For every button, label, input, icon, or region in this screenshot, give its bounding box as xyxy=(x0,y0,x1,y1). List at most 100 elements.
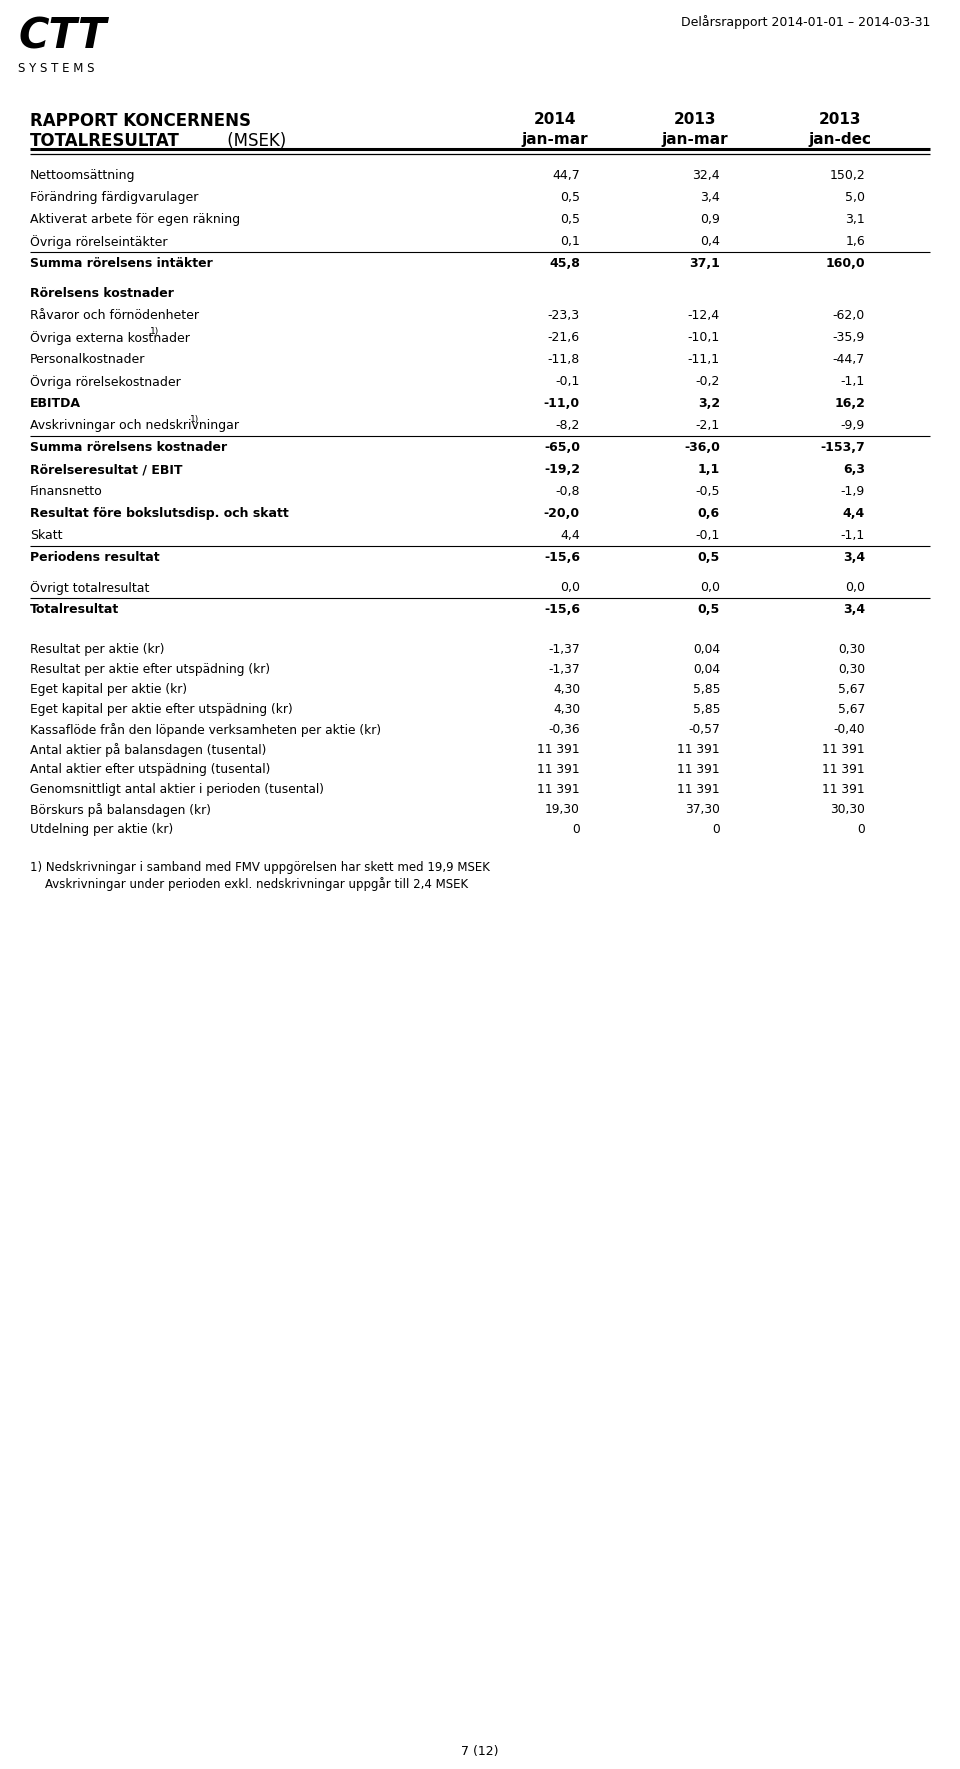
Text: -0,36: -0,36 xyxy=(548,724,580,736)
Text: -65,0: -65,0 xyxy=(544,440,580,455)
Text: 3,4: 3,4 xyxy=(843,603,865,616)
Text: -36,0: -36,0 xyxy=(684,440,720,455)
Text: Summa rörelsens kostnader: Summa rörelsens kostnader xyxy=(30,440,228,455)
Text: RAPPORT KONCERNENS: RAPPORT KONCERNENS xyxy=(30,111,251,129)
Text: 2013: 2013 xyxy=(674,111,716,127)
Text: 11 391: 11 391 xyxy=(678,743,720,755)
Text: 11 391: 11 391 xyxy=(823,762,865,777)
Text: Förändring färdigvarulager: Förändring färdigvarulager xyxy=(30,191,199,203)
Text: 0: 0 xyxy=(857,823,865,837)
Text: -23,3: -23,3 xyxy=(548,310,580,322)
Text: 11 391: 11 391 xyxy=(538,743,580,755)
Text: Skatt: Skatt xyxy=(30,529,62,541)
Text: 160,0: 160,0 xyxy=(826,257,865,271)
Text: 0,30: 0,30 xyxy=(838,663,865,676)
Text: S Y S T E M S: S Y S T E M S xyxy=(18,62,94,74)
Text: Antal aktier efter utspädning (tusental): Antal aktier efter utspädning (tusental) xyxy=(30,762,271,777)
Text: Resultat per aktie efter utspädning (kr): Resultat per aktie efter utspädning (kr) xyxy=(30,663,270,676)
Text: Eget kapital per aktie (kr): Eget kapital per aktie (kr) xyxy=(30,683,187,695)
Text: 19,30: 19,30 xyxy=(545,803,580,816)
Text: -20,0: -20,0 xyxy=(544,508,580,520)
Text: 11 391: 11 391 xyxy=(823,743,865,755)
Text: 1,1: 1,1 xyxy=(698,463,720,476)
Text: jan-mar: jan-mar xyxy=(661,133,729,147)
Text: 1): 1) xyxy=(150,327,159,336)
Text: 0,9: 0,9 xyxy=(700,212,720,226)
Text: 0,5: 0,5 xyxy=(560,212,580,226)
Text: -1,37: -1,37 xyxy=(548,663,580,676)
Text: 0,0: 0,0 xyxy=(845,580,865,594)
Text: jan-mar: jan-mar xyxy=(521,133,588,147)
Text: 1) Nedskrivningar i samband med FMV uppgörelsen har skett med 19,9 MSEK: 1) Nedskrivningar i samband med FMV uppg… xyxy=(30,862,490,874)
Text: Genomsnittligt antal aktier i perioden (tusental): Genomsnittligt antal aktier i perioden (… xyxy=(30,784,324,796)
Text: 0,1: 0,1 xyxy=(560,235,580,248)
Text: 4,30: 4,30 xyxy=(553,683,580,695)
Text: -0,5: -0,5 xyxy=(695,485,720,499)
Text: -1,1: -1,1 xyxy=(841,375,865,387)
Text: Övriga rörelseintäkter: Övriga rörelseintäkter xyxy=(30,235,167,249)
Text: -1,1: -1,1 xyxy=(841,529,865,541)
Text: Summa rörelsens intäkter: Summa rörelsens intäkter xyxy=(30,257,213,271)
Text: Delårsrapport 2014-01-01 – 2014-03-31: Delårsrapport 2014-01-01 – 2014-03-31 xyxy=(681,14,930,28)
Text: -11,0: -11,0 xyxy=(544,396,580,410)
Text: 150,2: 150,2 xyxy=(829,170,865,182)
Text: -21,6: -21,6 xyxy=(548,331,580,343)
Text: Resultat per aktie (kr): Resultat per aktie (kr) xyxy=(30,642,164,656)
Text: Periodens resultat: Periodens resultat xyxy=(30,550,159,564)
Text: Nettoomsättning: Nettoomsättning xyxy=(30,170,135,182)
Text: Övriga externa kostnader: Övriga externa kostnader xyxy=(30,331,190,345)
Text: Övrigt totalresultat: Övrigt totalresultat xyxy=(30,580,150,594)
Text: -19,2: -19,2 xyxy=(544,463,580,476)
Text: Börskurs på balansdagen (kr): Börskurs på balansdagen (kr) xyxy=(30,803,211,817)
Text: 30,30: 30,30 xyxy=(830,803,865,816)
Text: 11 391: 11 391 xyxy=(538,784,580,796)
Text: Avskrivningar och nedskrivningar: Avskrivningar och nedskrivningar xyxy=(30,419,239,432)
Text: 32,4: 32,4 xyxy=(692,170,720,182)
Text: 0,04: 0,04 xyxy=(693,642,720,656)
Text: -11,8: -11,8 xyxy=(548,354,580,366)
Text: 5,85: 5,85 xyxy=(692,683,720,695)
Text: -1,37: -1,37 xyxy=(548,642,580,656)
Text: Rörelsens kostnader: Rörelsens kostnader xyxy=(30,287,174,301)
Text: 5,67: 5,67 xyxy=(838,702,865,716)
Text: -35,9: -35,9 xyxy=(832,331,865,343)
Text: Finansnetto: Finansnetto xyxy=(30,485,103,499)
Text: 3,4: 3,4 xyxy=(843,550,865,564)
Text: 5,85: 5,85 xyxy=(692,702,720,716)
Text: -62,0: -62,0 xyxy=(832,310,865,322)
Text: 11 391: 11 391 xyxy=(538,762,580,777)
Text: 0,4: 0,4 xyxy=(700,235,720,248)
Text: 37,30: 37,30 xyxy=(685,803,720,816)
Text: -8,2: -8,2 xyxy=(556,419,580,432)
Text: 0,5: 0,5 xyxy=(698,603,720,616)
Text: 0,30: 0,30 xyxy=(838,642,865,656)
Text: -11,1: -11,1 xyxy=(688,354,720,366)
Text: 1): 1) xyxy=(190,416,200,425)
Text: -153,7: -153,7 xyxy=(820,440,865,455)
Text: 0,6: 0,6 xyxy=(698,508,720,520)
Text: 11 391: 11 391 xyxy=(678,762,720,777)
Text: -2,1: -2,1 xyxy=(696,419,720,432)
Text: 4,30: 4,30 xyxy=(553,702,580,716)
Text: 0,5: 0,5 xyxy=(698,550,720,564)
Text: 4,4: 4,4 xyxy=(843,508,865,520)
Text: 2013: 2013 xyxy=(819,111,861,127)
Text: 5,0: 5,0 xyxy=(845,191,865,203)
Text: jan-dec: jan-dec xyxy=(808,133,872,147)
Text: Antal aktier på balansdagen (tusental): Antal aktier på balansdagen (tusental) xyxy=(30,743,266,757)
Text: Övriga rörelsekostnader: Övriga rörelsekostnader xyxy=(30,375,180,389)
Text: 5,67: 5,67 xyxy=(838,683,865,695)
Text: Eget kapital per aktie efter utspädning (kr): Eget kapital per aktie efter utspädning … xyxy=(30,702,293,716)
Text: -1,9: -1,9 xyxy=(841,485,865,499)
Text: Resultat före bokslutsdisp. och skatt: Resultat före bokslutsdisp. och skatt xyxy=(30,508,289,520)
Text: 2014: 2014 xyxy=(534,111,576,127)
Text: CTT: CTT xyxy=(18,14,107,57)
Text: 0,0: 0,0 xyxy=(700,580,720,594)
Text: 0,5: 0,5 xyxy=(560,191,580,203)
Text: -0,1: -0,1 xyxy=(696,529,720,541)
Text: 6,3: 6,3 xyxy=(843,463,865,476)
Text: -10,1: -10,1 xyxy=(687,331,720,343)
Text: 45,8: 45,8 xyxy=(549,257,580,271)
Text: Rörelseresultat / EBIT: Rörelseresultat / EBIT xyxy=(30,463,182,476)
Text: -0,40: -0,40 xyxy=(833,724,865,736)
